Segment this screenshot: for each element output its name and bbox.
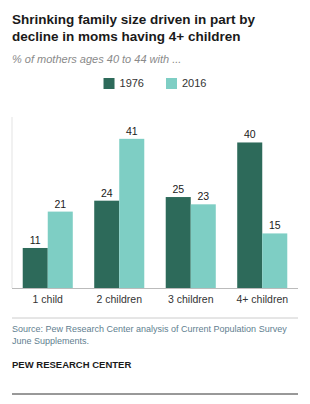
legend: 1976 2016 [104,77,207,89]
x-tick-label: 4+ children [236,293,288,305]
data-label: 11 [30,234,41,246]
x-tick-label: 2 children [96,293,142,305]
bar [23,248,48,288]
bars [23,139,288,288]
legend-label: 1976 [120,77,144,89]
separator [12,318,298,319]
footer-line: PEW RESEARCH CENTER [12,359,131,370]
bottom-rule [12,394,298,395]
source: Source: Pew Research Center analysis of … [12,324,287,346]
x-tick-label: 1 child [33,293,64,305]
bar [119,139,144,288]
data-labels: 11 24 25 40 21 41 23 15 [30,125,281,246]
subtitle: % of mothers ages 40 to 44 with ... [12,53,181,65]
data-label: 24 [101,187,113,199]
legend-label: 2016 [182,77,206,89]
bar [48,212,73,288]
data-label: 21 [54,198,66,210]
bar [237,142,262,288]
data-label: 23 [197,190,209,202]
bar [166,197,191,288]
data-label: 15 [269,219,281,231]
data-label: 40 [244,128,256,140]
x-tick-label: 3 children [168,293,214,305]
bar [262,233,287,288]
subtitle-line: % of mothers ages 40 to 44 with ... [12,53,181,65]
chart: Shrinking family size driven in part by d… [0,0,310,404]
value-axis-line [12,117,13,288]
source-line: June Supplements. [12,336,89,346]
bar [94,201,119,288]
data-label: 41 [126,125,138,137]
source-line: Source: Pew Research Center analysis of … [12,324,287,334]
title-line: Shrinking family size driven in part by [12,12,256,27]
footer: PEW RESEARCH CENTER [12,359,131,370]
title-line: decline in moms having 4+ children [12,29,240,44]
data-label: 25 [172,183,184,195]
bar [191,204,216,288]
legend-swatch [166,78,177,89]
x-axis-line [12,288,298,289]
legend-swatch [104,78,115,89]
title: Shrinking family size driven in part by d… [12,12,256,44]
